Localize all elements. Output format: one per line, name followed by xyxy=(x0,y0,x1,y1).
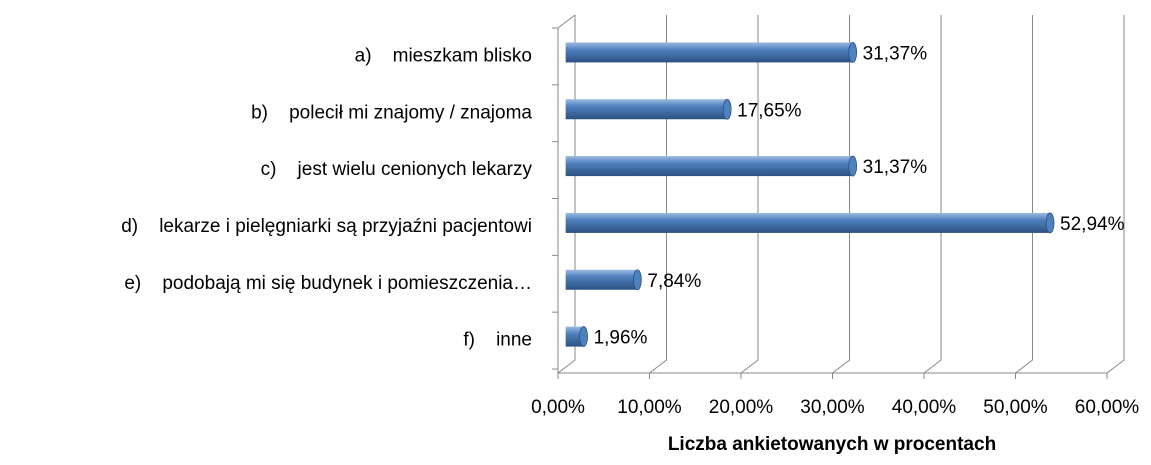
grid-line xyxy=(649,15,667,374)
data-label: 1,96% xyxy=(594,328,648,349)
bar-cap xyxy=(722,98,732,120)
x-tick-label: 10,00% xyxy=(617,397,682,418)
x-tick-label: 60,00% xyxy=(1075,397,1140,418)
grid-line xyxy=(557,15,576,374)
x-tick-label: 40,00% xyxy=(892,397,957,418)
x-tick-label: 0,00% xyxy=(531,397,585,418)
grid-line xyxy=(1015,15,1033,374)
grid-line xyxy=(1106,15,1125,374)
y-tick-label: a) mieszkam blisko xyxy=(355,45,532,66)
grid-line xyxy=(740,15,759,374)
data-label: 31,37% xyxy=(863,43,928,64)
left-wall-top xyxy=(557,14,576,29)
data-label: 31,37% xyxy=(863,157,928,178)
data-label: 52,94% xyxy=(1060,214,1125,235)
bar xyxy=(565,99,728,120)
y-tick-label: d) lekarze i pielęgniarki są przyjaźni p… xyxy=(121,216,532,237)
bar-cap xyxy=(579,326,588,347)
data-label: 7,84% xyxy=(647,271,701,292)
data-label: 17,65% xyxy=(737,100,802,121)
y-tick-label: e) podobają mi się budynek i pomieszczen… xyxy=(124,273,532,294)
bar xyxy=(565,156,853,177)
bar xyxy=(565,269,638,290)
y-tick-label: f) inne xyxy=(463,330,532,351)
bar-cap xyxy=(632,269,642,291)
x-axis-title: Liczba ankietowanych w procentach xyxy=(668,434,996,455)
grid-line xyxy=(923,15,942,374)
bar-cap xyxy=(848,42,858,63)
bar xyxy=(565,326,584,347)
y-tick-label: c) jest wielu cenionych lekarzy xyxy=(261,159,533,180)
x-tick-label: 20,00% xyxy=(709,397,774,418)
x-tick-label: 50,00% xyxy=(983,397,1048,418)
y-tick-label: b) polecił mi znajomy / znajoma xyxy=(251,102,532,123)
bar xyxy=(565,212,1051,233)
grid-line xyxy=(832,15,850,374)
x-tick-label: 30,00% xyxy=(800,397,865,418)
bar xyxy=(565,42,853,63)
bar-cap xyxy=(848,155,858,177)
bar-cap xyxy=(1045,212,1055,234)
